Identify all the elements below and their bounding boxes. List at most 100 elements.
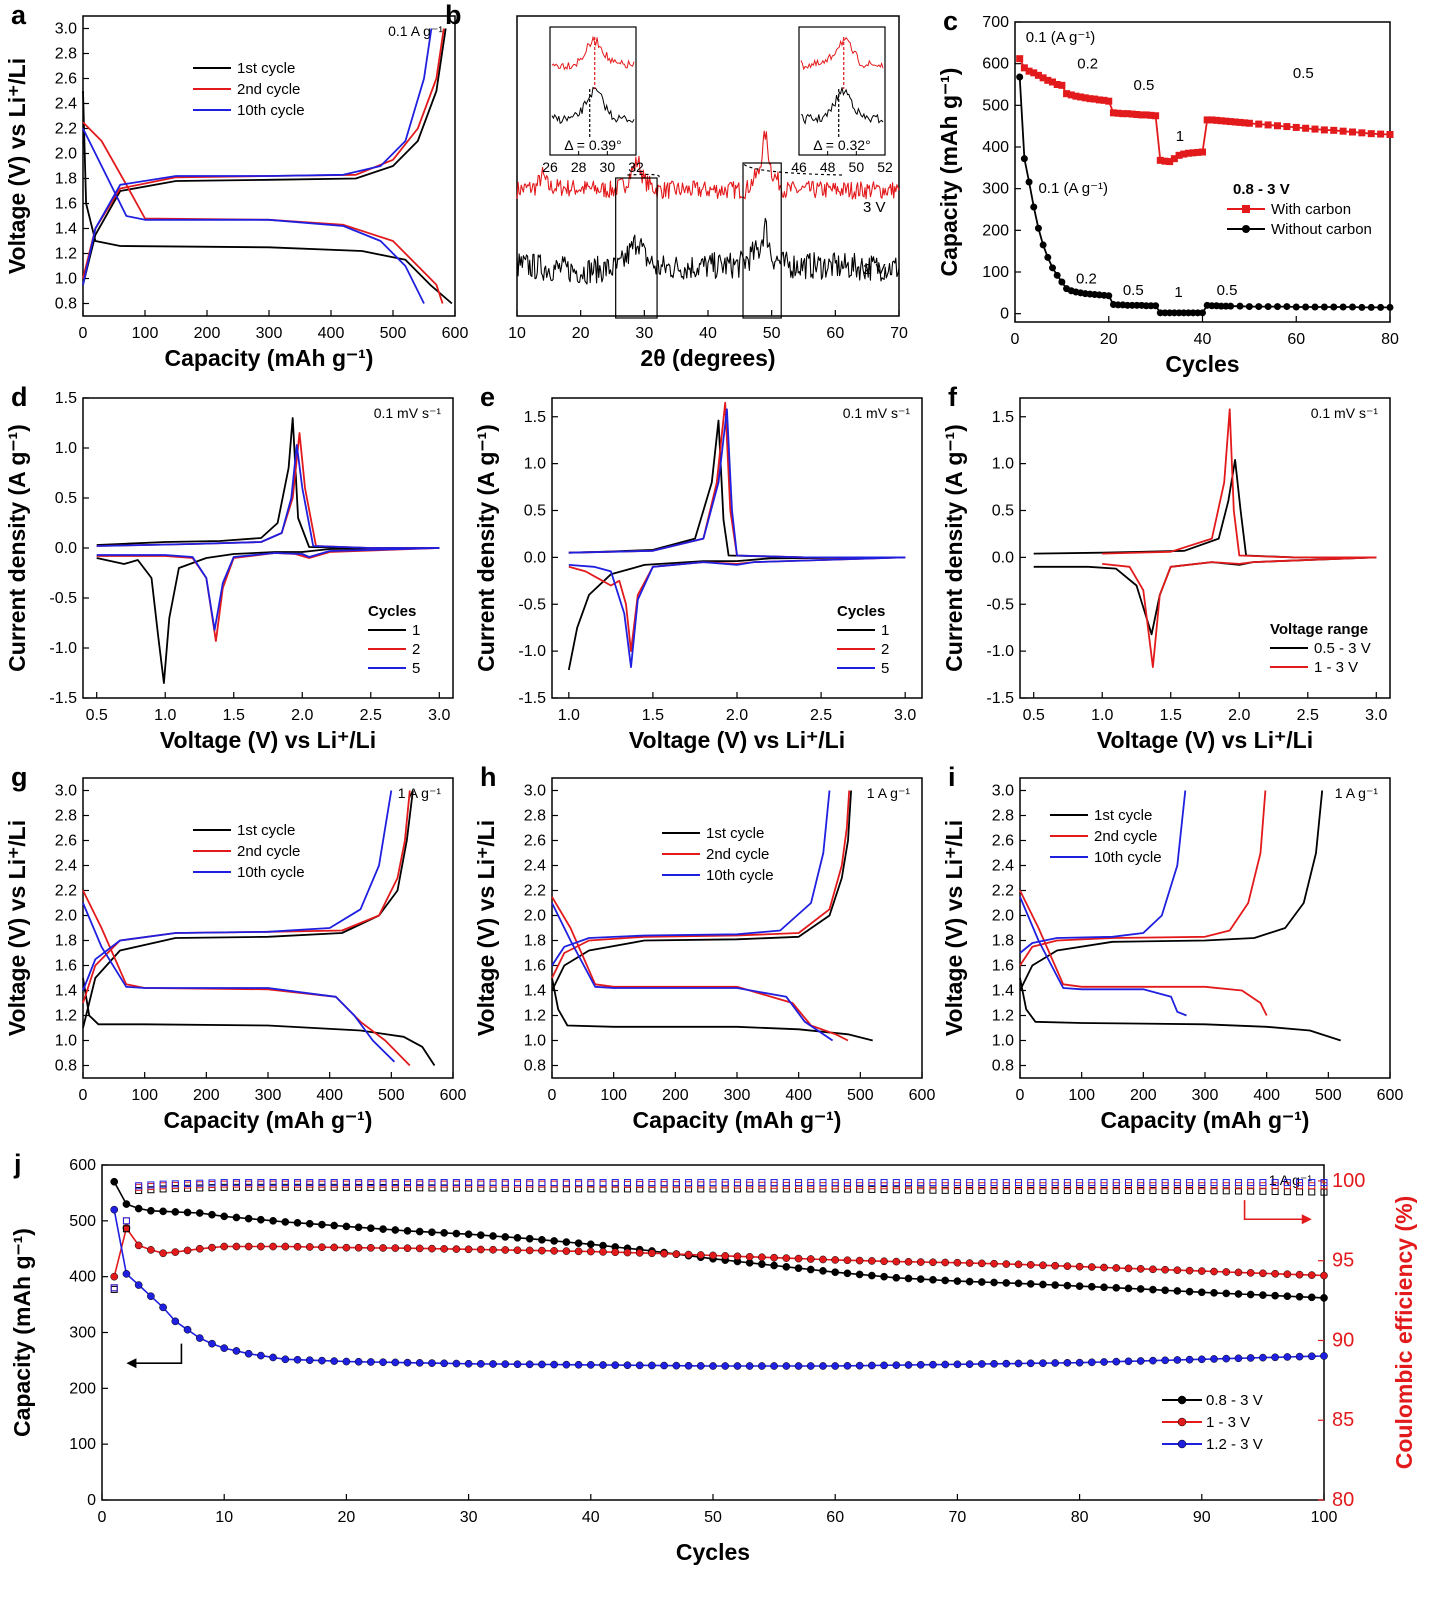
x-tick-label: 0 <box>1016 1087 1025 1104</box>
legend-entry: 2nd cycle <box>1094 828 1157 845</box>
x-tick-label: 2.5 <box>810 707 832 724</box>
capacity-point <box>1039 1280 1047 1289</box>
capacity-point <box>440 1359 449 1368</box>
capacity-point <box>1210 1267 1218 1276</box>
capacity-point <box>159 1249 167 1258</box>
data-point <box>1049 264 1056 272</box>
ce-point <box>685 1185 693 1193</box>
capacity-point <box>501 1246 510 1254</box>
capacity-point <box>770 1362 778 1370</box>
ce-point <box>184 1180 192 1188</box>
ce-point <box>697 1181 705 1189</box>
capacity-point <box>464 1245 473 1254</box>
ce-point <box>306 1179 314 1187</box>
ce-point <box>1112 1187 1120 1195</box>
y-tick-label: 2.0 <box>55 908 77 925</box>
series-line-blue <box>96 444 440 549</box>
data-point <box>1156 156 1164 164</box>
data-point <box>1358 129 1366 137</box>
ce-point <box>1222 1179 1230 1187</box>
ce-point <box>379 1179 387 1187</box>
y-tick-label: 0.5 <box>992 503 1014 520</box>
capacity-point <box>843 1361 852 1370</box>
data-point <box>1166 158 1174 166</box>
y-axis-label: Current density (A g⁻¹) <box>941 424 967 672</box>
x-tick-label: 100 <box>131 1087 158 1104</box>
capacity-point <box>868 1361 876 1370</box>
series-line-blue <box>1019 896 1187 1017</box>
capacity-point <box>1222 1289 1231 1298</box>
data-point <box>1283 303 1291 311</box>
capacity-point <box>1234 1354 1243 1363</box>
y2-axis-label: Coulombic efficiency (%) <box>1391 1196 1417 1469</box>
x-tick-label: 80 <box>1381 331 1399 348</box>
capacity-point <box>1100 1358 1108 1366</box>
y-tick-label: 1.2 <box>992 1008 1014 1025</box>
ce-point <box>1173 1179 1181 1187</box>
ce-point <box>953 1179 961 1187</box>
x-axis-label: 2θ (degrees) <box>640 345 775 371</box>
capacity-point <box>1124 1357 1133 1366</box>
data-point <box>1152 302 1160 310</box>
series-line-blue <box>82 28 433 285</box>
ce-point <box>758 1179 766 1187</box>
y-tick-label: 600 <box>69 1157 96 1174</box>
y-tick-label: 100 <box>982 264 1009 281</box>
series-line-black <box>568 419 906 559</box>
data-point <box>1302 303 1310 311</box>
ce-point <box>856 1179 864 1187</box>
y-tick-label: 2.8 <box>55 46 77 63</box>
capacity-point <box>1234 1268 1243 1277</box>
data-point <box>1217 117 1225 125</box>
capacity-point <box>782 1254 791 1262</box>
x-tick-label: 3.0 <box>1365 707 1387 724</box>
capacity-point <box>195 1244 204 1253</box>
data-point <box>1053 81 1061 88</box>
capacity-point <box>1173 1287 1182 1295</box>
capacity-point <box>990 1359 998 1368</box>
data-point <box>1227 118 1235 126</box>
x-tick-label: 0.5 <box>1023 707 1045 724</box>
y-tick-label: -1.0 <box>986 643 1014 660</box>
x-tick-label: 500 <box>378 1087 405 1104</box>
data-point <box>1100 96 1108 104</box>
x-tick-label: 1.0 <box>1091 707 1113 724</box>
capacity-point <box>562 1360 571 1369</box>
capacity-point <box>1222 1268 1231 1276</box>
ce-point <box>746 1179 754 1187</box>
ce-point <box>636 1180 644 1188</box>
rate-label: 0.2 <box>1076 271 1097 288</box>
ce-point <box>721 1181 729 1189</box>
series-line-black <box>96 547 440 684</box>
rate-label: 1 <box>1176 128 1184 145</box>
peak-box <box>742 162 782 319</box>
legend-entry: 2 <box>881 641 889 658</box>
condition-label: 0.1 mV s⁻¹ <box>843 405 911 421</box>
data-point <box>1255 303 1263 311</box>
data-point <box>1119 110 1127 118</box>
capacity-point <box>244 1349 253 1358</box>
y2-tick-label: 95 <box>1332 1250 1354 1272</box>
capacity-point <box>428 1359 436 1367</box>
capacity-point <box>868 1271 876 1280</box>
chart-h: h 0 100 200 300 400 500 600 0.8 1.0 1.2 1.4 1.6 1.8 2.… <box>473 762 935 1133</box>
ce-point <box>391 1180 399 1188</box>
x-tick-label: 40 <box>582 1509 600 1526</box>
ce-point <box>795 1179 803 1187</box>
capacity-point <box>171 1208 180 1216</box>
y-tick-label: -0.5 <box>986 596 1014 613</box>
x-tick-label: 100 <box>600 1087 627 1104</box>
ce-point <box>831 1179 839 1187</box>
data-point <box>1016 55 1024 63</box>
ce-point <box>110 1284 118 1292</box>
x-tick-label: 40 <box>1194 331 1212 348</box>
data-point <box>1386 303 1394 311</box>
data-point <box>1049 78 1056 86</box>
x-tick-label: 90 <box>1193 1509 1211 1526</box>
y-tick-label: 2.4 <box>992 858 1014 875</box>
trace-label: 2 V <box>863 261 886 278</box>
y-tick-label: 2.2 <box>55 883 77 900</box>
capacity-point <box>464 1230 473 1239</box>
capacity-point <box>819 1255 827 1264</box>
inset-trace-red <box>551 35 635 71</box>
